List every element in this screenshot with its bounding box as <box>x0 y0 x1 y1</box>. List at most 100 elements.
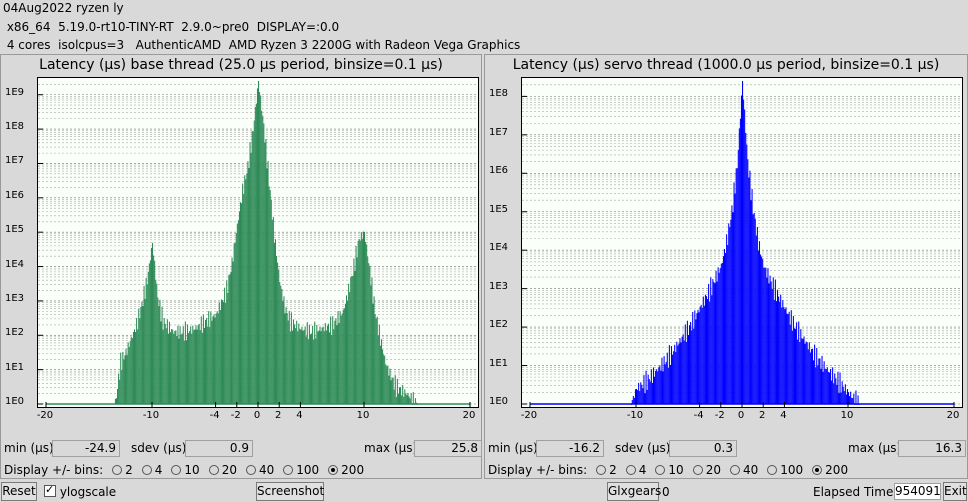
base-sdev-value: 0.9 <box>185 440 253 457</box>
histogram-bar <box>303 329 305 404</box>
histogram-bar <box>770 281 772 404</box>
radio-dot-icon[interactable] <box>208 465 219 475</box>
histogram-bar <box>396 378 398 404</box>
radio-dot-icon[interactable] <box>141 465 152 475</box>
radio-dot-icon[interactable] <box>655 465 666 475</box>
radio-dot-icon[interactable] <box>245 465 256 475</box>
right-bins-radio-2[interactable]: 2 <box>596 463 617 477</box>
reset-button[interactable]: Reset <box>1 482 37 501</box>
left-bins-radio-200[interactable]: 200 <box>328 463 364 477</box>
histogram-bar <box>232 261 234 404</box>
radio-dot-icon[interactable] <box>328 465 339 475</box>
histogram-bar <box>716 281 718 404</box>
screenshot-button[interactable]: Screenshot <box>256 482 324 501</box>
radio-dot-icon[interactable] <box>171 465 182 475</box>
histogram-bar <box>700 304 702 404</box>
histogram-bar <box>157 297 159 404</box>
histogram-bar <box>826 367 828 404</box>
histogram-bar <box>218 302 220 404</box>
histogram-bar <box>790 310 792 404</box>
histogram-bar <box>781 307 783 404</box>
histogram-bar <box>704 294 706 404</box>
histogram-bar <box>273 242 275 404</box>
histogram-bar <box>843 391 845 404</box>
left-bins-radio-20[interactable]: 20 <box>208 463 237 477</box>
histogram-bar <box>775 301 777 404</box>
histogram-bar <box>140 306 142 404</box>
histogram-bar <box>175 330 177 404</box>
histogram-bar <box>834 373 836 404</box>
histogram-bar <box>395 396 397 404</box>
left-bins-radio-40[interactable]: 40 <box>245 463 274 477</box>
histogram-bar <box>216 311 218 404</box>
histogram-bar <box>663 356 665 404</box>
histogram-bar <box>655 370 657 404</box>
histogram-bar <box>214 317 216 404</box>
histogram-bar <box>374 314 376 404</box>
y-tick-label: 1E8 <box>489 88 509 100</box>
glxgears-button[interactable]: Glxgears <box>607 482 661 501</box>
histogram-bar <box>207 326 209 404</box>
histogram-bar <box>405 393 407 404</box>
histogram-bar <box>246 173 248 404</box>
histogram-bar <box>146 284 148 404</box>
histogram-bar <box>639 391 641 404</box>
histogram-bar <box>855 390 857 404</box>
histogram-bar <box>307 339 309 404</box>
radio-dot-icon[interactable] <box>112 465 123 475</box>
histogram-bar <box>379 345 381 404</box>
histogram-bar <box>196 329 198 404</box>
exit-button[interactable]: Exit <box>943 482 967 501</box>
radio-dot-icon[interactable] <box>625 465 636 475</box>
radio-dot-icon[interactable] <box>729 465 740 475</box>
histogram-bar <box>784 309 786 404</box>
histogram-bar <box>138 308 140 404</box>
histogram-bar <box>824 368 826 404</box>
right-bins-radio-200[interactable]: 200 <box>812 463 848 477</box>
left-bins-radio-4[interactable]: 4 <box>141 463 162 477</box>
right-bins-radio-4[interactable]: 4 <box>625 463 646 477</box>
histogram-bar <box>351 275 353 404</box>
histogram-bar <box>648 378 650 404</box>
base-max-label: max (µs) <box>364 441 418 455</box>
radio-label: 20 <box>705 463 721 477</box>
right-bins-radio-10[interactable]: 10 <box>655 463 684 477</box>
histogram-bar <box>799 342 801 404</box>
left-bins-radio-100[interactable]: 100 <box>283 463 319 477</box>
histogram-bar <box>697 309 699 404</box>
histogram-bar <box>334 320 336 404</box>
histogram-bar <box>264 142 266 404</box>
histogram-bar <box>387 365 389 404</box>
radio-dot-icon[interactable] <box>812 465 823 475</box>
left-bins-radio-2[interactable]: 2 <box>112 463 133 477</box>
histogram-bar <box>118 373 120 404</box>
left-bins-radio-10[interactable]: 10 <box>171 463 200 477</box>
radio-dot-icon[interactable] <box>283 465 294 475</box>
right-bins-radio-100[interactable]: 100 <box>767 463 803 477</box>
histogram-bar <box>224 287 226 404</box>
histogram-bar <box>276 255 278 404</box>
header-date-host: 04Aug2022 ryzen ly <box>3 1 124 15</box>
histogram-bar <box>683 340 685 404</box>
right-bins-radio-20[interactable]: 20 <box>692 463 721 477</box>
x-tick-label: 10 <box>356 410 370 421</box>
base-bins-label: Display +/- bins: <box>4 463 104 477</box>
radio-dot-icon[interactable] <box>692 465 703 475</box>
histogram-bar <box>302 330 304 404</box>
histogram-bar <box>189 331 191 404</box>
histogram-bar <box>297 331 299 404</box>
base-min-value: -24.9 <box>52 440 120 457</box>
histogram-bar <box>643 375 645 404</box>
histogram-bar <box>791 330 793 404</box>
radio-dot-icon[interactable] <box>767 465 778 475</box>
radio-dot-icon[interactable] <box>596 465 607 475</box>
histogram-bar <box>857 395 859 404</box>
histogram-bar <box>166 319 168 404</box>
y-tick-label: 1E6 <box>5 189 25 201</box>
ylogscale-check-icon[interactable] <box>44 483 56 497</box>
right-bins-radio-40[interactable]: 40 <box>729 463 758 477</box>
histogram-bar <box>168 321 171 404</box>
histogram-bar <box>763 267 765 404</box>
ylogscale-checkbox[interactable]: ylogscale <box>44 483 116 499</box>
histogram-bar <box>793 328 795 404</box>
